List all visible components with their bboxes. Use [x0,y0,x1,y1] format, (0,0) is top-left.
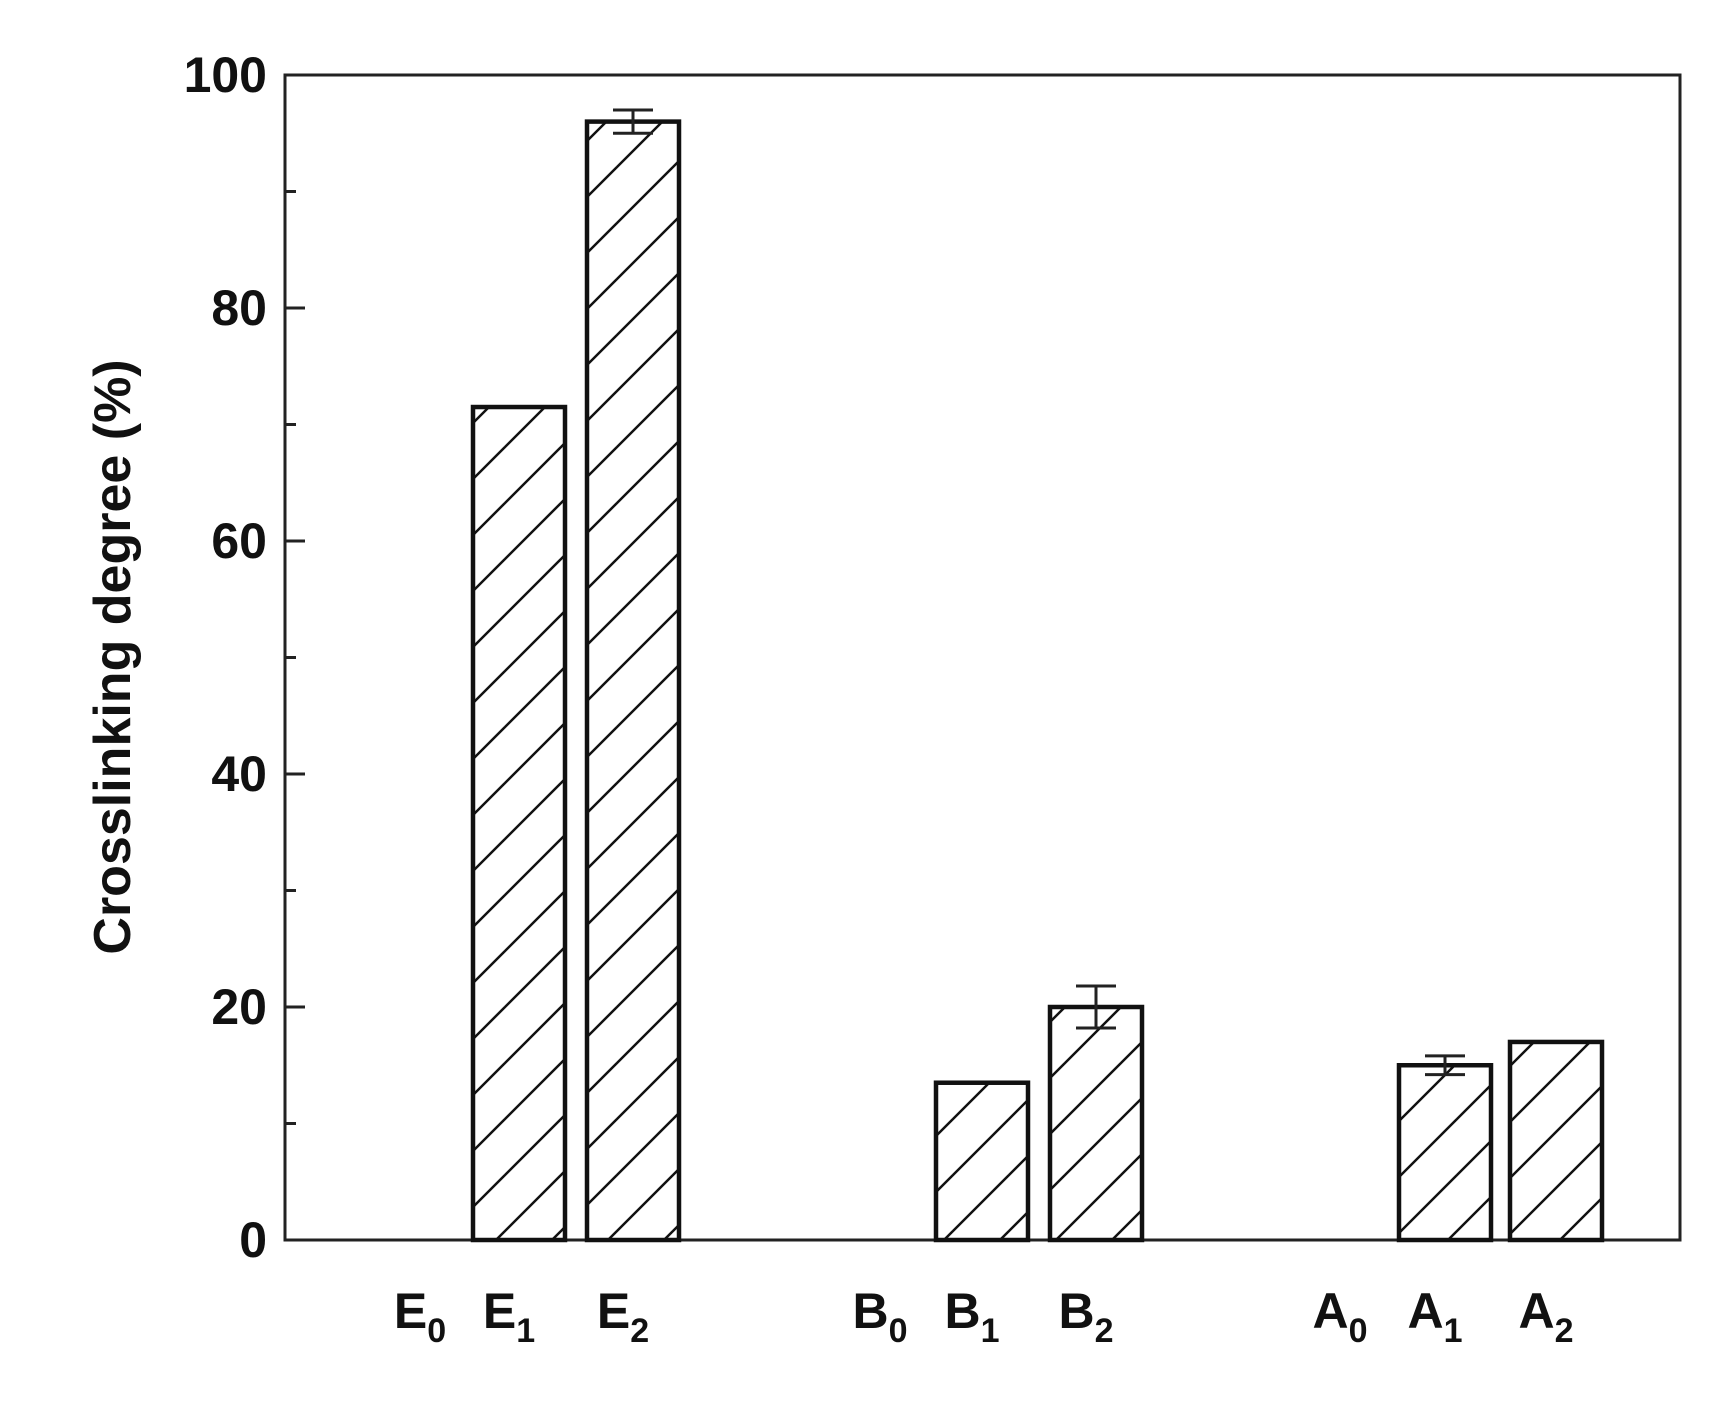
y-tick-label: 100 [184,47,267,103]
y-tick-label: 20 [211,979,267,1035]
x-tick-label-a0: A0 [1312,1283,1367,1350]
bar-e2 [584,119,682,1243]
bar-a1 [1396,1063,1494,1243]
x-tick-label-b0: B0 [852,1283,907,1350]
bar-b2 [1047,1004,1145,1243]
error-bars [613,108,1465,1077]
bars [470,119,1605,1243]
y-tick-label: 80 [211,280,267,336]
y-tick-label: 40 [211,746,267,802]
y-axis-title: Crosslinking degree (%) [84,359,142,954]
x-tick-label-e2: E2 [597,1283,649,1350]
x-tick-label-e1: E1 [483,1283,535,1350]
x-tick-label-e0: E0 [394,1283,446,1350]
y-tick-label: 60 [211,513,267,569]
bar-a2 [1507,1039,1605,1243]
x-tick-label-a1: A1 [1407,1283,1462,1350]
bar-e1 [470,404,568,1243]
y-axis-ticks: 0 20 40 60 80 100 [184,47,305,1268]
x-tick-label-b2: B2 [1058,1283,1113,1350]
y-tick-label: 0 [239,1212,267,1268]
x-axis-labels: E0 E1 E2 B0 B1 B2 A0 A1 A2 [394,1283,1574,1350]
x-tick-label-a2: A2 [1518,1283,1573,1350]
bar-b1 [933,1080,1031,1243]
x-tick-label-b1: B1 [944,1283,999,1350]
